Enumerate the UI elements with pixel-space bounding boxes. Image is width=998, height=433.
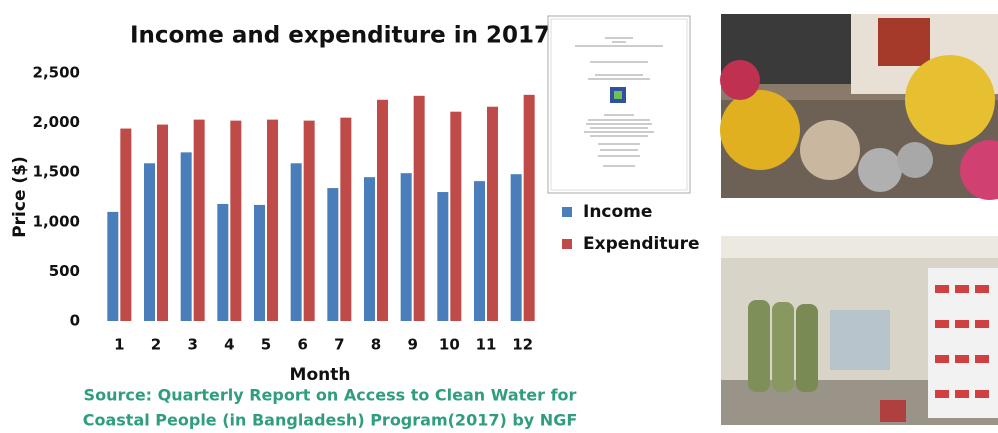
y-tick-label: 0 [70,312,80,330]
bar [523,94,535,321]
source-line: Source: Quarterly Report on Access to Cl… [84,386,577,405]
bar [450,111,462,321]
bar [474,181,485,321]
bar [230,120,242,321]
x-tick-label: 5 [261,336,271,354]
bar [377,99,388,321]
legend-swatch [562,207,572,217]
x-tick-label: 4 [224,336,234,354]
y-axis-label: Price ($) [10,156,30,238]
bar [157,124,168,321]
bar [290,163,302,321]
x-axis-label: Month [290,365,351,385]
bar [254,204,265,321]
bar [107,211,119,321]
x-tick-label: 1 [114,336,124,354]
bar [120,128,132,321]
bar [193,119,205,322]
bar [340,117,352,321]
source-line: Coastal People (in Bangladesh) Program(2… [83,411,578,430]
document-thumbnail [547,15,691,194]
x-tick-label: 6 [297,336,307,354]
chart-title: Income and expenditure in 2017 [130,23,550,49]
bar [144,163,155,321]
x-tick-label: 3 [187,336,197,354]
y-tick-label: 2,500 [33,64,80,82]
bar [510,174,522,321]
bar [267,119,278,322]
y-tick-label: 500 [49,262,80,280]
bar [364,177,375,321]
y-tick-label: 1,500 [33,163,80,181]
bar [327,188,339,321]
x-tick-label: 10 [439,336,460,354]
x-tick-label: 11 [476,336,497,354]
photo-water-collection [720,14,998,200]
bar [303,120,315,321]
x-tick-label: 8 [371,336,381,354]
bar [487,106,498,321]
bar [400,173,412,321]
x-tick-label: 7 [334,336,344,354]
x-tick-label: 9 [407,336,417,354]
y-tick-label: 1,000 [33,212,80,230]
bar [180,152,192,321]
legend-swatch [562,239,572,249]
bar [413,95,425,321]
x-tick-label: 2 [151,336,161,354]
y-tick-label: 2,000 [33,113,80,131]
photo-treatment-plant [721,236,998,425]
bar [437,192,449,321]
legend-label: Income [583,202,652,222]
x-tick-label: 12 [512,336,533,354]
legend-label: Expenditure [583,234,700,254]
bar [217,203,229,321]
